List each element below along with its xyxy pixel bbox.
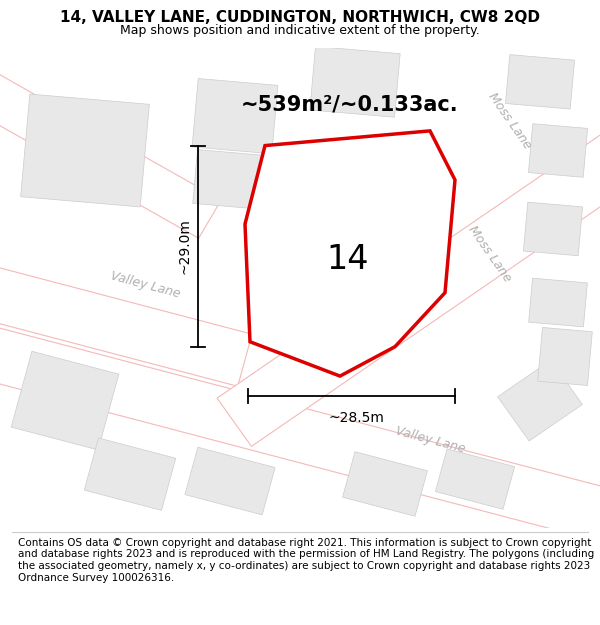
Text: Valley Lane: Valley Lane <box>394 424 466 456</box>
Polygon shape <box>0 53 221 238</box>
Polygon shape <box>245 131 455 376</box>
Polygon shape <box>343 452 427 516</box>
Polygon shape <box>0 314 600 556</box>
Text: ~539m²/~0.133ac.: ~539m²/~0.133ac. <box>241 94 459 114</box>
Polygon shape <box>436 449 515 509</box>
Polygon shape <box>505 54 575 109</box>
Polygon shape <box>497 360 583 441</box>
Polygon shape <box>310 46 400 118</box>
Polygon shape <box>529 278 587 327</box>
Polygon shape <box>529 124 587 177</box>
Polygon shape <box>185 448 275 515</box>
Polygon shape <box>217 61 600 446</box>
Text: 14, VALLEY LANE, CUDDINGTON, NORTHWICH, CW8 2QD: 14, VALLEY LANE, CUDDINGTON, NORTHWICH, … <box>60 11 540 26</box>
Text: Moss Lane: Moss Lane <box>466 223 514 284</box>
Polygon shape <box>304 203 406 294</box>
Polygon shape <box>193 149 277 210</box>
Polygon shape <box>523 202 583 256</box>
Polygon shape <box>84 438 176 511</box>
Polygon shape <box>0 258 252 386</box>
Polygon shape <box>20 94 149 207</box>
Polygon shape <box>192 79 278 154</box>
Text: Valley Lane: Valley Lane <box>109 269 181 301</box>
Polygon shape <box>538 328 592 386</box>
Text: Moss Lane: Moss Lane <box>486 91 534 152</box>
Text: ~28.5m: ~28.5m <box>329 411 385 426</box>
Text: Map shows position and indicative extent of the property.: Map shows position and indicative extent… <box>120 24 480 37</box>
Text: ~29.0m: ~29.0m <box>177 218 191 274</box>
Polygon shape <box>11 351 119 450</box>
Text: Contains OS data © Crown copyright and database right 2021. This information is : Contains OS data © Crown copyright and d… <box>18 538 594 582</box>
Text: 14: 14 <box>327 243 370 276</box>
